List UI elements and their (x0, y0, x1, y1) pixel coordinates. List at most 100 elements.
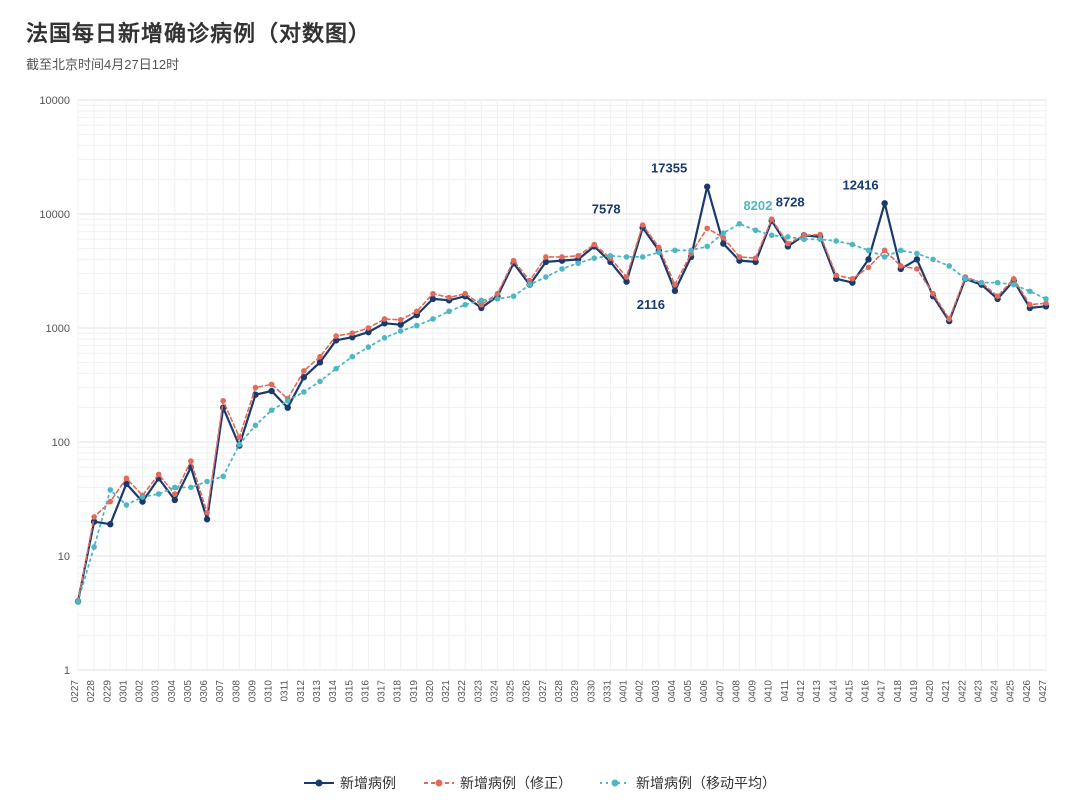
series-marker (543, 274, 549, 280)
x-tick-label: 0328 (554, 680, 565, 703)
series-marker (591, 255, 597, 261)
series-marker (446, 295, 452, 301)
series-marker (721, 230, 727, 236)
series-marker (591, 242, 597, 248)
x-tick-label: 0410 (764, 680, 775, 703)
x-tick-label: 0302 (135, 680, 146, 703)
x-tick-label: 0227 (70, 680, 81, 703)
series-marker (1043, 296, 1049, 302)
series-marker (366, 325, 372, 331)
x-tick-label: 0309 (247, 680, 258, 703)
series-marker (172, 491, 178, 497)
series-marker (269, 382, 275, 388)
series-marker (753, 255, 759, 261)
series-marker (479, 297, 485, 303)
series-marker (769, 233, 775, 239)
series-marker (462, 302, 468, 308)
data-annotation: 7578 (592, 202, 621, 217)
series-marker (640, 254, 646, 260)
series-marker (1011, 282, 1017, 288)
series-marker (640, 222, 646, 228)
x-tick-label: 0412 (796, 680, 807, 703)
series-marker (995, 280, 1001, 286)
legend-swatch (600, 776, 630, 790)
series-marker (672, 288, 678, 294)
x-tick-label: 0301 (118, 680, 129, 703)
y-tick-label: 10 (58, 551, 70, 563)
x-tick-label: 0323 (473, 680, 484, 703)
series-marker (253, 423, 259, 429)
series-marker (1011, 276, 1017, 282)
series-marker (285, 404, 291, 410)
series-marker (559, 266, 565, 272)
x-tick-label: 0315 (344, 680, 355, 703)
series-marker (995, 293, 1001, 299)
series-marker (624, 254, 630, 260)
series-marker (575, 260, 581, 266)
series-marker (737, 221, 743, 227)
x-tick-label: 0414 (828, 680, 839, 703)
series-marker (333, 366, 339, 372)
series-marker (575, 253, 581, 259)
series-marker (624, 274, 630, 280)
x-tick-label: 0403 (651, 680, 662, 703)
line-chart-svg: 1101001000100001000002270228022903010302… (26, 90, 1054, 770)
series-marker (156, 491, 162, 497)
x-tick-label: 0417 (877, 680, 888, 703)
series-marker (430, 291, 436, 297)
legend-item: 新增病例（移动平均） (600, 773, 776, 793)
legend-swatch (304, 776, 334, 790)
series-marker (785, 241, 791, 247)
series-marker (237, 442, 243, 448)
x-tick-label: 0304 (167, 680, 178, 703)
series-marker (979, 280, 985, 286)
series-marker (1027, 302, 1033, 308)
x-tick-label: 0402 (635, 680, 646, 703)
chart-legend: 新增病例新增病例（修正）新增病例（移动平均） (0, 773, 1080, 793)
series-marker (833, 238, 839, 244)
x-tick-label: 0312 (296, 680, 307, 703)
series-marker (898, 263, 904, 269)
series-marker (688, 248, 694, 254)
legend-item: 新增病例 (304, 773, 396, 793)
data-annotation: 8202 (743, 198, 772, 213)
data-annotation: 12416 (843, 177, 879, 192)
x-tick-label: 0331 (602, 680, 613, 703)
series-marker (124, 502, 130, 508)
series-marker (172, 497, 178, 503)
x-tick-label: 0318 (393, 680, 404, 703)
x-tick-label: 0405 (683, 680, 694, 703)
x-tick-label: 0311 (280, 680, 291, 702)
x-tick-label: 0419 (909, 680, 920, 703)
y-tick-label: 1 (64, 665, 70, 677)
x-tick-label: 0322 (457, 680, 468, 703)
series-marker (704, 184, 710, 190)
x-tick-label: 0416 (861, 680, 872, 703)
x-tick-label: 0404 (667, 680, 678, 703)
series-marker (75, 599, 81, 605)
y-tick-label: 10000 (39, 209, 70, 221)
series-marker (237, 434, 243, 440)
series-marker (204, 479, 210, 485)
series-marker (301, 389, 307, 395)
x-tick-label: 0426 (1022, 680, 1033, 703)
x-tick-label: 0421 (941, 680, 952, 703)
series-marker (204, 516, 210, 522)
series-marker (107, 499, 113, 505)
x-tick-label: 0314 (328, 680, 339, 703)
y-tick-label: 100 (52, 437, 70, 449)
series-marker (382, 316, 388, 322)
series-marker (672, 282, 678, 288)
series-marker (140, 494, 146, 500)
x-tick-label: 0418 (893, 680, 904, 703)
series-marker (107, 487, 113, 493)
series-marker (930, 291, 936, 297)
series-marker (527, 282, 533, 288)
series-marker (430, 316, 436, 322)
series-marker (914, 256, 920, 262)
x-tick-label: 0325 (506, 680, 517, 703)
data-annotation: 8728 (776, 195, 805, 210)
x-tick-label: 0320 (425, 680, 436, 703)
legend-swatch (424, 776, 454, 790)
x-tick-label: 0306 (199, 680, 210, 703)
